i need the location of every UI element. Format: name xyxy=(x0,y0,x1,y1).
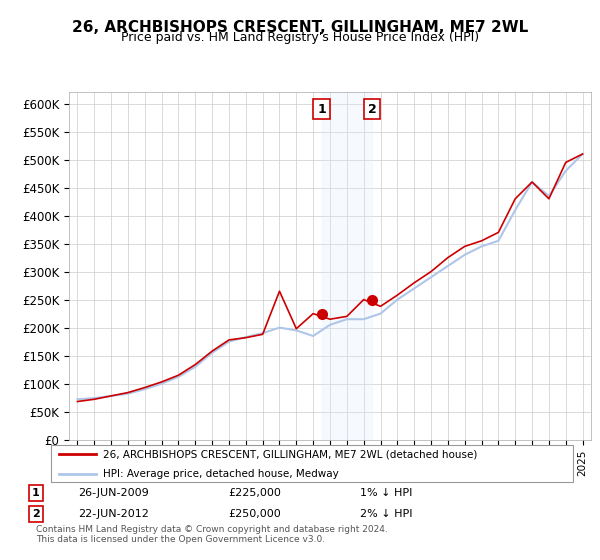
Text: 1% ↓ HPI: 1% ↓ HPI xyxy=(360,488,412,498)
Text: 2% ↓ HPI: 2% ↓ HPI xyxy=(360,509,413,519)
Bar xyxy=(322,92,372,440)
Text: 2: 2 xyxy=(368,102,376,116)
FancyBboxPatch shape xyxy=(50,445,574,482)
Text: 2: 2 xyxy=(32,509,40,519)
Text: 1: 1 xyxy=(317,102,326,116)
Text: 26, ARCHBISHOPS CRESCENT, GILLINGHAM, ME7 2WL: 26, ARCHBISHOPS CRESCENT, GILLINGHAM, ME… xyxy=(72,20,528,35)
Text: 22-JUN-2012: 22-JUN-2012 xyxy=(78,509,149,519)
Text: HPI: Average price, detached house, Medway: HPI: Average price, detached house, Medw… xyxy=(103,469,339,479)
Text: 26-JUN-2009: 26-JUN-2009 xyxy=(78,488,149,498)
Text: £250,000: £250,000 xyxy=(228,509,281,519)
Text: 26, ARCHBISHOPS CRESCENT, GILLINGHAM, ME7 2WL (detached house): 26, ARCHBISHOPS CRESCENT, GILLINGHAM, ME… xyxy=(103,449,478,459)
Text: 1: 1 xyxy=(32,488,40,498)
Text: Price paid vs. HM Land Registry's House Price Index (HPI): Price paid vs. HM Land Registry's House … xyxy=(121,31,479,44)
Text: £225,000: £225,000 xyxy=(228,488,281,498)
Text: Contains HM Land Registry data © Crown copyright and database right 2024.
This d: Contains HM Land Registry data © Crown c… xyxy=(36,525,388,544)
